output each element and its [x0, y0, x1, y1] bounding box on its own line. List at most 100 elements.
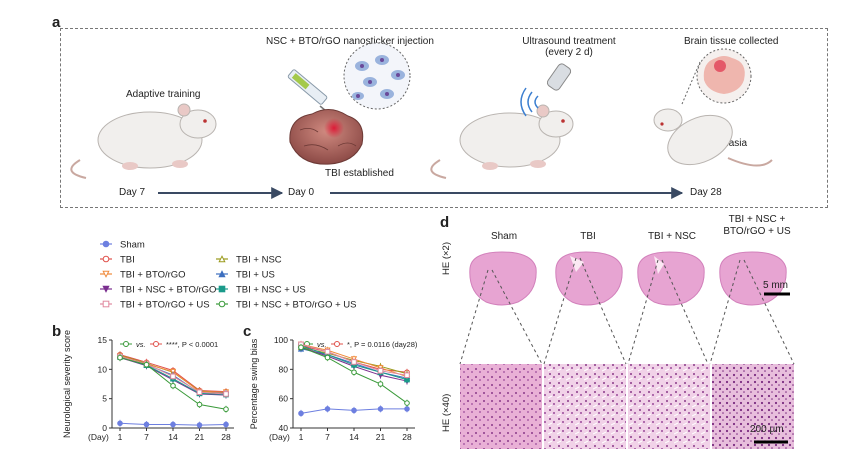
legend-label: TBI + NSC — [236, 255, 282, 266]
timeline-day28: Day 28 — [690, 187, 722, 198]
ultrasound-probe-icon — [520, 63, 572, 117]
y-tick-label: 40 — [279, 423, 289, 433]
rat-2-icon — [430, 104, 574, 179]
legend-marker — [102, 300, 110, 308]
data-point — [143, 421, 150, 428]
legend-label: TBI + BTO/rGO + US — [120, 300, 210, 311]
x-tick-label: 1 — [118, 432, 123, 442]
x-tick-label: 28 — [402, 432, 412, 442]
row-label-x40: HE (×40) — [441, 393, 452, 432]
legend-label: TBI — [120, 255, 135, 266]
section-tbi-nsc — [637, 251, 705, 306]
data-point — [298, 344, 304, 351]
data-point — [404, 406, 410, 412]
data-point — [377, 406, 384, 412]
data-point — [223, 391, 229, 397]
data-point — [196, 389, 203, 396]
data-point — [404, 400, 410, 406]
x-tick-label: 28 — [221, 432, 231, 442]
panel-a-frame — [60, 28, 828, 208]
y-tick-label: 0 — [102, 423, 107, 433]
syringe-icon — [287, 69, 333, 117]
legend-marker — [102, 255, 110, 263]
legend-label: Sham — [120, 240, 145, 251]
data-point — [117, 354, 123, 361]
zoom-guides — [459, 257, 795, 365]
col-tbi-nsc: TBI + NSC — [647, 231, 697, 242]
histology-images — [459, 251, 795, 449]
stat-marker-a — [123, 341, 129, 347]
legend-marker — [102, 285, 110, 293]
tissue-collected-label: Brain tissue collected — [684, 36, 779, 47]
data-point — [351, 359, 357, 365]
section-sham — [469, 251, 537, 306]
y-axis-label: Neurological severity score — [62, 330, 72, 438]
stat-marker-b — [153, 341, 159, 347]
y-tick-label: 15 — [98, 335, 108, 345]
section-tbi — [555, 251, 623, 306]
y-tick-label: 60 — [279, 394, 289, 404]
scale-label-bottom: 200 µm — [750, 424, 784, 435]
rat-3-icon — [653, 61, 773, 167]
stat-marker-b — [334, 341, 340, 347]
legend-markers: Sham TBI TBI + NSC TBI + BTO/rGO TBI + US TBI… — [100, 240, 356, 311]
data-point — [170, 382, 176, 389]
stat-p-value: ****, P < 0.0001 — [166, 340, 218, 349]
data-point — [351, 369, 357, 376]
stat-p-value: *, P = 0.0116 (day28) — [347, 340, 418, 349]
data-point — [117, 420, 123, 427]
data-point — [324, 406, 331, 412]
data-point — [223, 421, 229, 428]
legend-label: TBI + NSC + BTO/rGO + US — [236, 300, 356, 311]
data-point — [404, 372, 410, 379]
nanosticker-cells-icon — [343, 42, 411, 110]
chart-c: 40 60 80 100 1 7 14 21 28 (Day) Percentage swing b… — [249, 335, 418, 442]
panel-a-label: a — [52, 14, 61, 31]
col-sham: Sham — [490, 231, 518, 242]
timeline-day7: Day 7 — [119, 187, 146, 198]
tbi-established-label: TBI established — [325, 168, 394, 179]
data-point — [196, 401, 203, 408]
legend-label: TBI + NSC + BTO/rGO — [120, 285, 216, 296]
legend-label: TBI + NSC + US — [236, 285, 306, 296]
legend: Sham TBI TBI + NSC TBI + BTO/rGO TBI + US TBI… — [100, 238, 430, 318]
tile-combined — [712, 364, 794, 449]
legend-marker — [102, 270, 110, 278]
tile-sham — [460, 364, 542, 449]
y-axis-label: Percentage swing bias — [249, 338, 259, 429]
x-tick-label: 1 — [299, 432, 304, 442]
data-point — [143, 361, 150, 368]
legend-marker — [218, 270, 226, 278]
data-point — [324, 348, 331, 355]
scale-label-top: 5 mm — [763, 280, 788, 291]
chart-b: 0 5 10 15 1 7 14 21 28 (Day) Neurological severity… — [62, 330, 234, 442]
x-tick-label: 14 — [349, 432, 359, 442]
x-tick-label: 14 — [168, 432, 178, 442]
panel-a-illustration — [70, 42, 773, 199]
brain-slice-icon — [696, 48, 752, 104]
data-point — [351, 407, 357, 414]
x-tick-label: 7 — [325, 432, 330, 442]
legend-label: TBI + BTO/rGO — [120, 270, 186, 281]
data-point — [170, 421, 176, 428]
adaptive-training-label: Adaptive training — [126, 89, 201, 100]
data-point — [170, 373, 176, 380]
ultrasound-label: Ultrasound treatment (every 2 d) — [522, 36, 616, 58]
panel-d-label: d — [440, 214, 450, 231]
col-combined: TBI + NSC + BTO/rGO + US — [723, 214, 791, 237]
injection-label: NSC + BTO/rGO nanosticker injection — [266, 36, 434, 47]
y-tick-label: 100 — [274, 335, 288, 345]
y-tick-label: 80 — [279, 364, 289, 374]
x-axis-label: (Day) — [269, 432, 290, 442]
x-axis-label: (Day) — [88, 432, 109, 442]
x-tick-label: 21 — [376, 432, 386, 442]
y-tick-label: 10 — [98, 364, 108, 374]
stat-vs: vs. — [317, 340, 327, 349]
timeline-day0: Day 0 — [288, 187, 315, 198]
col-tbi: TBI — [580, 231, 596, 242]
panel-c-label: c — [243, 323, 252, 340]
data-point — [298, 410, 304, 417]
legend-marker — [102, 240, 110, 248]
panel-b-label: b — [52, 323, 62, 340]
row-label-x2: HE (×2) — [441, 242, 452, 275]
